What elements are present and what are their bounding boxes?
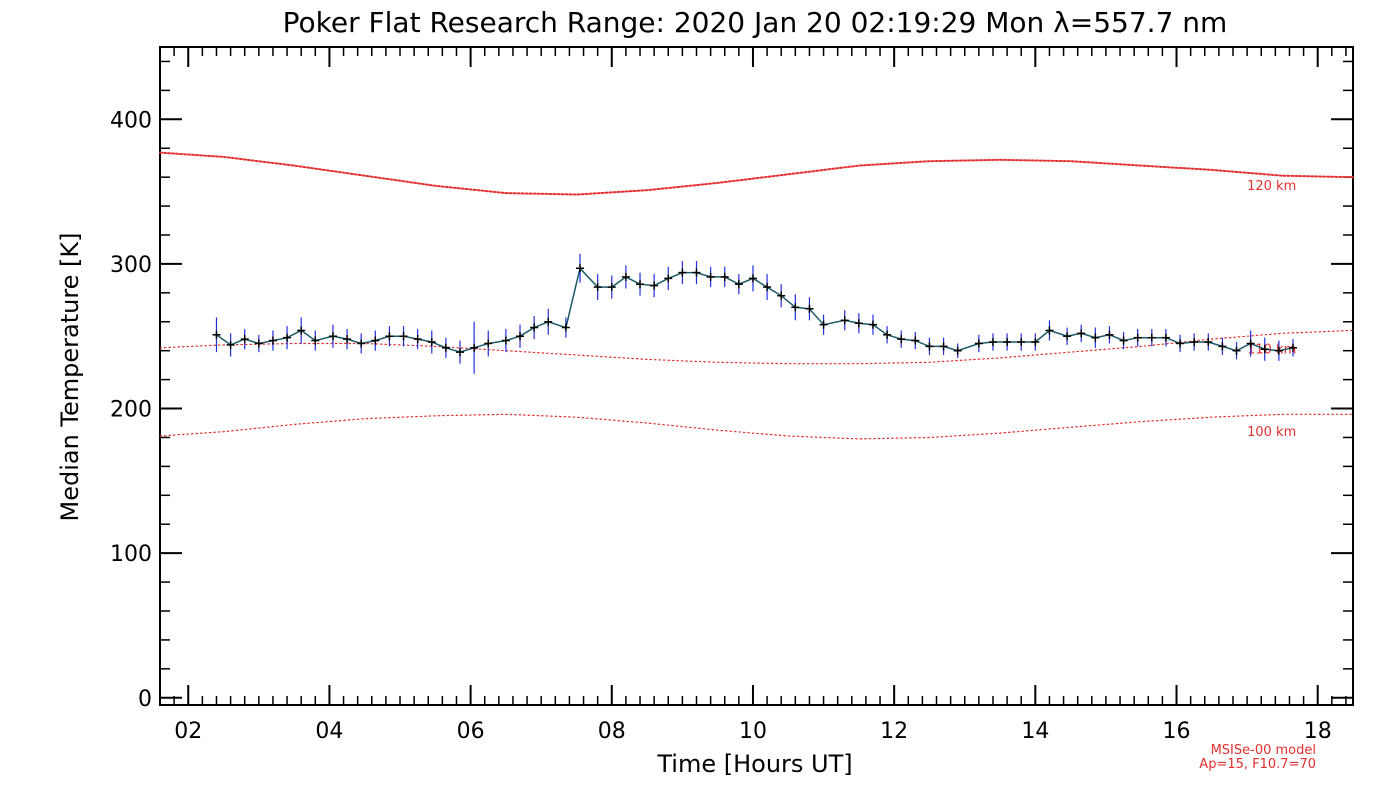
y-tick-label: 0	[138, 687, 152, 712]
y-tick-label: 200	[110, 398, 152, 423]
x-tick-label: 16	[1163, 719, 1191, 744]
y-tick-label: 400	[110, 108, 152, 133]
x-tick-label: 02	[174, 719, 202, 744]
x-tick-label: 18	[1304, 719, 1332, 744]
chart-title: Poker Flat Research Range: 2020 Jan 20 0…	[283, 6, 1228, 39]
x-axis-label: Time [Hours UT]	[656, 750, 852, 778]
x-tick-label: 10	[739, 719, 767, 744]
measurement-line	[216, 266, 1294, 353]
model-curve-120-km	[159, 151, 1354, 196]
plot-frame	[159, 46, 1354, 706]
x-tick-label: 04	[315, 719, 343, 744]
model-curve-label: 100 km	[1247, 425, 1296, 440]
model-curve-label: 120 km	[1247, 179, 1296, 194]
model-curve-100-km	[159, 413, 1354, 440]
x-tick-label: 14	[1021, 719, 1049, 744]
y-axis-label: Median Temperature [K]	[56, 232, 84, 521]
model-curve-110-km	[159, 329, 1354, 365]
model-annotation-line-1: MSISe-00 model	[1211, 743, 1316, 758]
x-tick-label: 12	[880, 719, 908, 744]
y-tick-label: 100	[110, 542, 152, 567]
model-annotation-line-2: Ap=15, F10.7=70	[1199, 757, 1316, 772]
x-tick-label: 06	[457, 719, 485, 744]
y-tick-label: 300	[110, 253, 152, 278]
x-tick-label: 08	[598, 719, 626, 744]
